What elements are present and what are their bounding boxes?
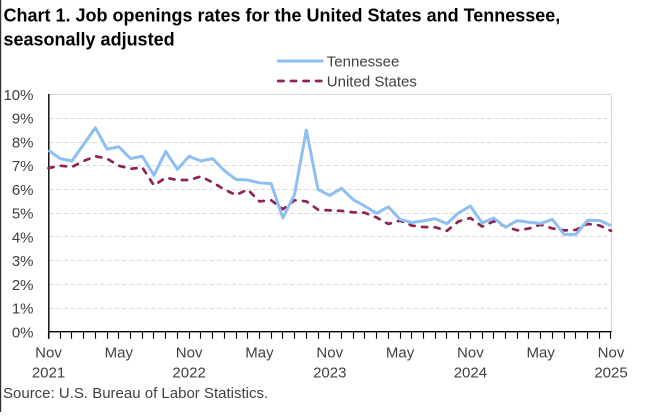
svg-text:May: May [386,344,415,361]
svg-text:3%: 3% [12,253,34,270]
svg-text:2025: 2025 [594,365,627,382]
svg-text:2%: 2% [12,277,34,294]
svg-text:May: May [245,344,274,361]
svg-text:10%: 10% [3,87,33,104]
svg-text:May: May [105,344,134,361]
svg-text:1%: 1% [12,301,34,318]
svg-text:2023: 2023 [313,365,346,382]
svg-text:Nov: Nov [457,344,484,361]
svg-text:2022: 2022 [172,365,205,382]
svg-text:0%: 0% [12,324,34,341]
svg-text:Nov: Nov [35,344,62,361]
svg-text:5%: 5% [12,206,34,223]
svg-text:Tennessee: Tennessee [327,53,400,70]
svg-text:United States: United States [327,73,417,90]
svg-text:4%: 4% [12,229,34,246]
svg-text:2021: 2021 [32,365,65,382]
svg-text:6%: 6% [12,182,34,199]
svg-text:9%: 9% [12,111,34,128]
svg-text:Nov: Nov [598,344,625,361]
svg-text:7%: 7% [12,158,34,175]
svg-text:Chart 1. Job openings rates fo: Chart 1. Job openings rates for the Unit… [4,6,561,26]
svg-text:May: May [527,344,556,361]
svg-text:8%: 8% [12,134,34,151]
svg-text:Nov: Nov [176,344,203,361]
svg-text:Source: U.S. Bureau of Labor S: Source: U.S. Bureau of Labor Statistics. [3,385,268,402]
svg-text:Nov: Nov [316,344,343,361]
svg-text:seasonally adjusted: seasonally adjusted [4,29,175,49]
svg-text:2024: 2024 [454,365,487,382]
